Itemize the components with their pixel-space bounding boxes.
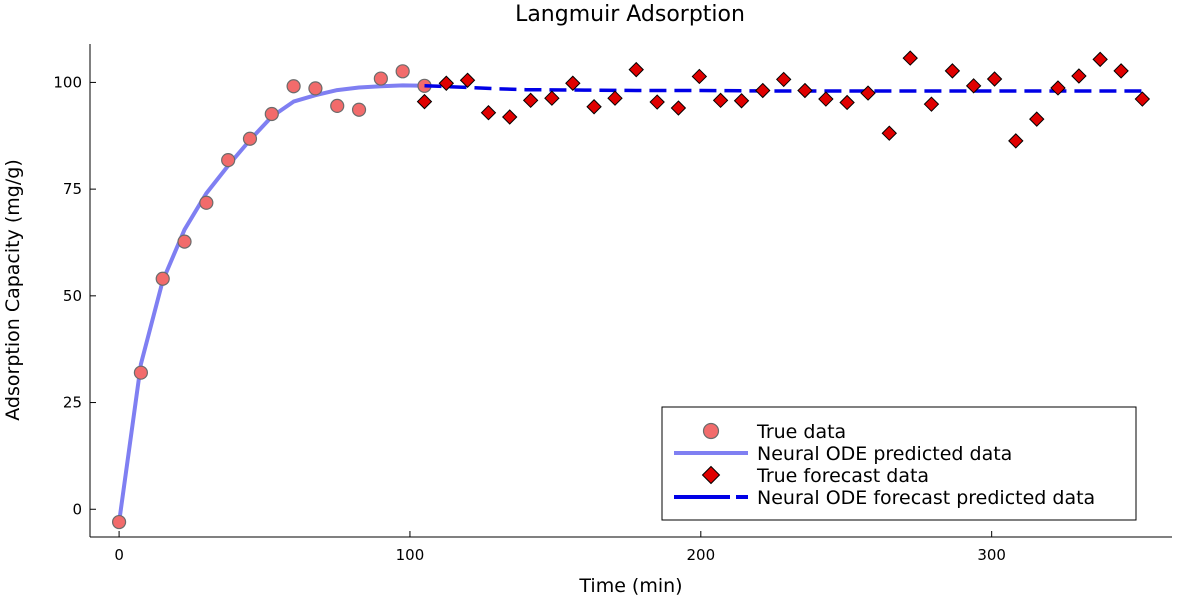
legend-label: True data	[756, 421, 846, 443]
data-point-forecast	[839, 94, 855, 111]
data-point-forecast	[923, 96, 940, 112]
legend-symbol-forecast-data	[701, 465, 721, 485]
data-point-true	[395, 64, 410, 79]
data-point-true	[155, 271, 170, 286]
data-point-forecast	[965, 78, 982, 94]
y-tick-label: 50	[63, 287, 82, 305]
data-point-forecast	[607, 90, 623, 106]
data-point-true	[133, 365, 149, 380]
data-point-forecast	[691, 68, 708, 85]
data-point-true	[308, 81, 323, 96]
x-tick-label: 300	[977, 546, 1006, 564]
data-point-forecast	[480, 105, 497, 121]
data-point-forecast	[775, 71, 792, 88]
data-point-forecast	[1050, 80, 1066, 96]
data-point-true	[373, 71, 388, 86]
data-point-true	[199, 195, 214, 210]
data-point-forecast	[628, 61, 644, 78]
data-point-true	[351, 102, 367, 117]
data-point-true	[111, 514, 127, 530]
data-point-forecast	[438, 75, 455, 91]
data-point-forecast	[565, 75, 581, 91]
data-point-forecast	[522, 92, 539, 109]
data-point-forecast	[586, 99, 602, 115]
data-point-forecast	[1008, 133, 1024, 149]
y-tick-label: 0	[72, 500, 82, 518]
data-point-true	[242, 131, 258, 146]
data-point-forecast	[649, 94, 665, 110]
x-tick-label: 200	[686, 546, 715, 564]
data-point-true	[264, 106, 279, 122]
legend-label: Neural ODE forecast predicted data	[757, 487, 1095, 509]
data-point-forecast	[712, 92, 729, 109]
data-point-forecast	[986, 71, 1003, 87]
legend-box	[661, 406, 1137, 521]
data-point-forecast	[1071, 68, 1087, 84]
data-point-forecast	[1029, 111, 1045, 127]
data-point-true	[221, 153, 236, 168]
data-point-forecast	[502, 109, 518, 125]
data-point-forecast	[818, 91, 834, 107]
legend-label: Neural ODE predicted data	[757, 443, 1012, 465]
data-point-forecast	[544, 90, 560, 106]
y-tick-label: 25	[63, 394, 82, 412]
legend-label: True forecast data	[756, 465, 929, 487]
y-ticks: 0 25 50 75 100	[53, 73, 96, 518]
x-tick-label: 0	[114, 546, 124, 564]
data-point-true	[177, 234, 192, 249]
series-line-neural-ode-forecast	[424, 84, 1143, 93]
data-point-forecast	[670, 100, 687, 116]
x-axis-label: Time (min)	[578, 575, 682, 597]
y-axis-label: Adsorption Capacity (mg/g)	[2, 159, 24, 420]
data-point-forecast	[1134, 91, 1151, 107]
series-line-neural-ode-predicted	[117, 83, 427, 525]
data-point-forecast	[459, 72, 476, 88]
data-point-forecast	[944, 63, 961, 79]
data-point-forecast	[902, 50, 918, 66]
data-point-true	[286, 79, 301, 94]
data-point-forecast	[797, 82, 813, 99]
x-ticks: 0 100 200 300	[114, 531, 1006, 564]
y-tick-label: 100	[53, 73, 82, 91]
data-point-forecast	[860, 85, 876, 101]
data-point-forecast	[755, 82, 771, 99]
y-tick-label: 75	[63, 180, 82, 198]
data-point-forecast	[881, 125, 897, 141]
data-point-forecast	[416, 93, 433, 110]
data-point-forecast	[1092, 51, 1108, 68]
data-point-true	[330, 98, 345, 113]
chart-title: Langmuir Adsorption	[515, 2, 745, 27]
legend-symbol-true-data	[702, 422, 720, 440]
data-point-forecast	[1113, 63, 1129, 79]
data-point-forecast	[733, 93, 750, 109]
x-tick-label: 100	[396, 546, 425, 564]
series-layer	[111, 50, 1151, 530]
